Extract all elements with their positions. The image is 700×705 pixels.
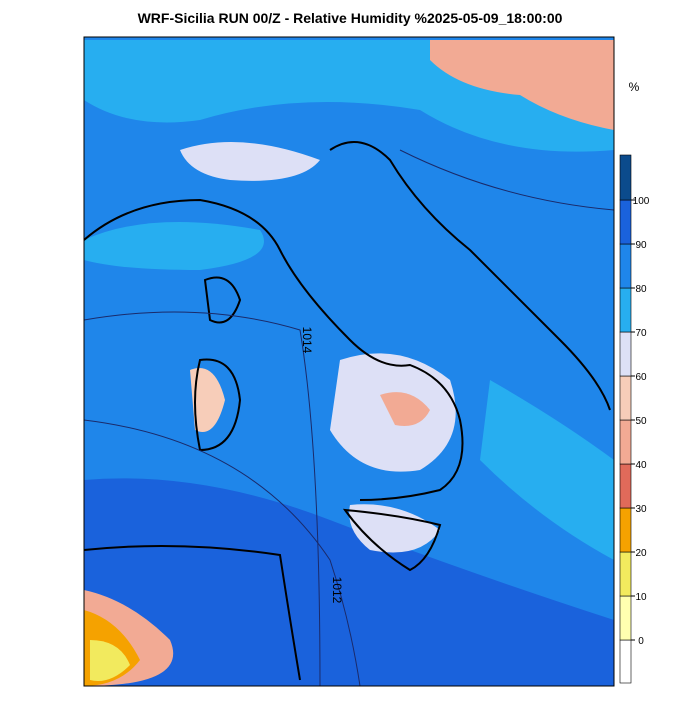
colorbar-tick-label: 10 <box>635 592 647 603</box>
colorbar-tick-label: 30 <box>635 504 647 515</box>
colorbar-segment <box>619 551 632 597</box>
colorbar-tick-label: 50 <box>635 416 647 427</box>
isobar-label: 1012 <box>330 577 344 604</box>
title: WRF-Sicilia RUN 00/Z - Relative Humidity… <box>138 10 563 26</box>
colorbar-segment <box>619 419 632 465</box>
colorbar-segment <box>619 507 632 553</box>
colorbar-tick-label: 20 <box>635 548 647 559</box>
colorbar-tick-label: 100 <box>633 196 650 207</box>
isobars <box>84 149 614 686</box>
isobar-label: 1014 <box>300 327 314 354</box>
colorbar-segment <box>619 287 632 333</box>
colorbar: 0 10 20 30 40 50 60 70 80 90 100 <box>619 154 650 684</box>
colorbar-unit: % <box>629 80 640 94</box>
colorbar-segment <box>619 639 632 684</box>
colorbar-segment <box>619 243 632 289</box>
colorbar-segment <box>619 154 632 201</box>
colorbar-segment <box>619 199 632 245</box>
colorbar-tick-label: 90 <box>635 240 647 251</box>
colorbar-tick-label: 0 <box>638 636 644 647</box>
colorbar-tick-label: 60 <box>635 372 647 383</box>
coastline <box>84 141 611 681</box>
colorbar-tick-label: 40 <box>635 460 647 471</box>
colorbar-tick-label: 70 <box>635 328 647 339</box>
map-frame <box>83 36 615 687</box>
humidity-field <box>84 37 614 686</box>
colorbar-segment <box>619 331 632 377</box>
colorbar-segment <box>619 375 632 421</box>
colorbar-segment <box>619 595 632 641</box>
colorbar-segment <box>619 463 632 509</box>
colorbar-tick-label: 80 <box>635 284 647 295</box>
